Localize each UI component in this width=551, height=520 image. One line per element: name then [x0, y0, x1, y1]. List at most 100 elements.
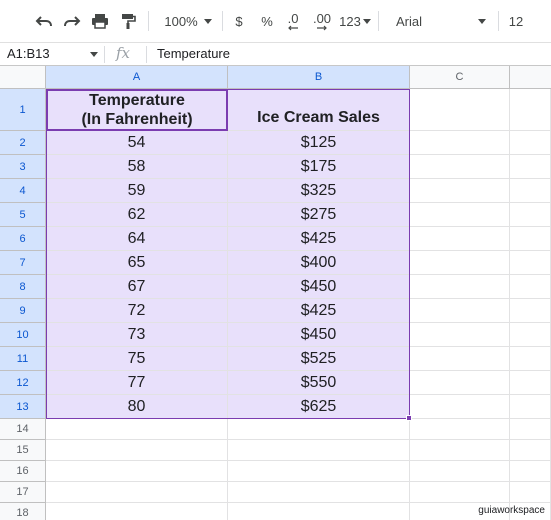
- cell-a16[interactable]: [46, 461, 228, 482]
- cell-d14[interactable]: [510, 419, 551, 440]
- name-box[interactable]: A1:B13: [0, 43, 104, 66]
- cell-d16[interactable]: [510, 461, 551, 482]
- row-header-13[interactable]: 13: [0, 395, 46, 419]
- cell-a13[interactable]: 80: [46, 395, 228, 419]
- cell-a11[interactable]: 75: [46, 347, 228, 371]
- column-header-a[interactable]: A: [46, 66, 228, 89]
- row-header-6[interactable]: 6: [0, 227, 46, 251]
- cell-d7[interactable]: [510, 251, 551, 275]
- cell-d8[interactable]: [510, 275, 551, 299]
- row-header-12[interactable]: 12: [0, 371, 46, 395]
- cell-d4[interactable]: [510, 179, 551, 203]
- print-icon[interactable]: [90, 8, 110, 34]
- cell-b18[interactable]: [228, 503, 410, 520]
- cell-b5[interactable]: $275: [228, 203, 410, 227]
- cell-c11[interactable]: [410, 347, 510, 371]
- cell-d6[interactable]: [510, 227, 551, 251]
- cell-b12[interactable]: $550: [228, 371, 410, 395]
- cell-b17[interactable]: [228, 482, 410, 503]
- cell-c15[interactable]: [410, 440, 510, 461]
- row-header-3[interactable]: 3: [0, 155, 46, 179]
- cell-d1[interactable]: [510, 89, 551, 131]
- cell-b7[interactable]: $400: [228, 251, 410, 275]
- cell-c12[interactable]: [410, 371, 510, 395]
- cell-b9[interactable]: $425: [228, 299, 410, 323]
- cell-a6[interactable]: 64: [46, 227, 228, 251]
- cell-a2[interactable]: 54: [46, 131, 228, 155]
- cell-c18[interactable]: [410, 503, 510, 520]
- cell-c16[interactable]: [410, 461, 510, 482]
- paint-format-icon[interactable]: [118, 8, 138, 34]
- cell-b14[interactable]: [228, 419, 410, 440]
- fill-handle[interactable]: [406, 415, 412, 421]
- cell-c10[interactable]: [410, 323, 510, 347]
- cell-b13[interactable]: $625: [228, 395, 410, 419]
- redo-icon[interactable]: [62, 8, 82, 34]
- row-header-1[interactable]: 1: [0, 89, 46, 131]
- row-header-8[interactable]: 8: [0, 275, 46, 299]
- cell-c6[interactable]: [410, 227, 510, 251]
- font-family-select[interactable]: Arial: [388, 8, 492, 34]
- row-header-11[interactable]: 11: [0, 347, 46, 371]
- cell-c8[interactable]: [410, 275, 510, 299]
- more-formats-button[interactable]: 123: [338, 8, 372, 34]
- cell-a7[interactable]: 65: [46, 251, 228, 275]
- cell-a18[interactable]: [46, 503, 228, 520]
- cell-a14[interactable]: [46, 419, 228, 440]
- cell-c1[interactable]: [410, 89, 510, 131]
- row-header-4[interactable]: 4: [0, 179, 46, 203]
- cell-a9[interactable]: 72: [46, 299, 228, 323]
- column-header-d[interactable]: [510, 66, 551, 89]
- cell-c5[interactable]: [410, 203, 510, 227]
- row-header-16[interactable]: 16: [0, 461, 46, 482]
- cell-a12[interactable]: 77: [46, 371, 228, 395]
- column-header-c[interactable]: C: [410, 66, 510, 89]
- increase-decimal-button[interactable]: .00: [311, 8, 333, 34]
- decrease-decimal-button[interactable]: .0: [284, 8, 302, 34]
- select-all-corner[interactable]: [0, 66, 46, 89]
- cell-b8[interactable]: $450: [228, 275, 410, 299]
- row-header-18[interactable]: 18: [0, 503, 46, 520]
- cell-a3[interactable]: 58: [46, 155, 228, 179]
- cell-c7[interactable]: [410, 251, 510, 275]
- cell-d13[interactable]: [510, 395, 551, 419]
- currency-format-button[interactable]: $: [235, 13, 243, 29]
- cell-a15[interactable]: [46, 440, 228, 461]
- row-header-10[interactable]: 10: [0, 323, 46, 347]
- cell-a8[interactable]: 67: [46, 275, 228, 299]
- cell-d15[interactable]: [510, 440, 551, 461]
- cell-a4[interactable]: 59: [46, 179, 228, 203]
- row-header-15[interactable]: 15: [0, 440, 46, 461]
- cell-b1[interactable]: Ice Cream Sales: [228, 89, 410, 131]
- cell-a10[interactable]: 73: [46, 323, 228, 347]
- cell-b16[interactable]: [228, 461, 410, 482]
- zoom-select[interactable]: 100%: [160, 8, 216, 34]
- cell-b6[interactable]: $425: [228, 227, 410, 251]
- cell-b4[interactable]: $325: [228, 179, 410, 203]
- row-header-7[interactable]: 7: [0, 251, 46, 275]
- cell-d10[interactable]: [510, 323, 551, 347]
- cell-d5[interactable]: [510, 203, 551, 227]
- cell-c14[interactable]: [410, 419, 510, 440]
- cell-c13[interactable]: [410, 395, 510, 419]
- cell-a1[interactable]: Temperature (In Fahrenheit): [46, 89, 228, 131]
- cell-b10[interactable]: $450: [228, 323, 410, 347]
- row-header-14[interactable]: 14: [0, 419, 46, 440]
- cell-c3[interactable]: [410, 155, 510, 179]
- cell-c17[interactable]: [410, 482, 510, 503]
- row-header-5[interactable]: 5: [0, 203, 46, 227]
- row-header-2[interactable]: 2: [0, 131, 46, 155]
- percent-format-button[interactable]: %: [261, 13, 273, 29]
- cell-b11[interactable]: $525: [228, 347, 410, 371]
- cell-d2[interactable]: [510, 131, 551, 155]
- cell-c4[interactable]: [410, 179, 510, 203]
- row-header-17[interactable]: 17: [0, 482, 46, 503]
- cell-b3[interactable]: $175: [228, 155, 410, 179]
- cell-d11[interactable]: [510, 347, 551, 371]
- font-size-input[interactable]: 12: [508, 13, 524, 29]
- undo-icon[interactable]: [34, 8, 54, 34]
- cell-c2[interactable]: [410, 131, 510, 155]
- formula-input[interactable]: Temperature: [157, 46, 230, 61]
- column-header-b[interactable]: B: [228, 66, 410, 89]
- cell-d17[interactable]: [510, 482, 551, 503]
